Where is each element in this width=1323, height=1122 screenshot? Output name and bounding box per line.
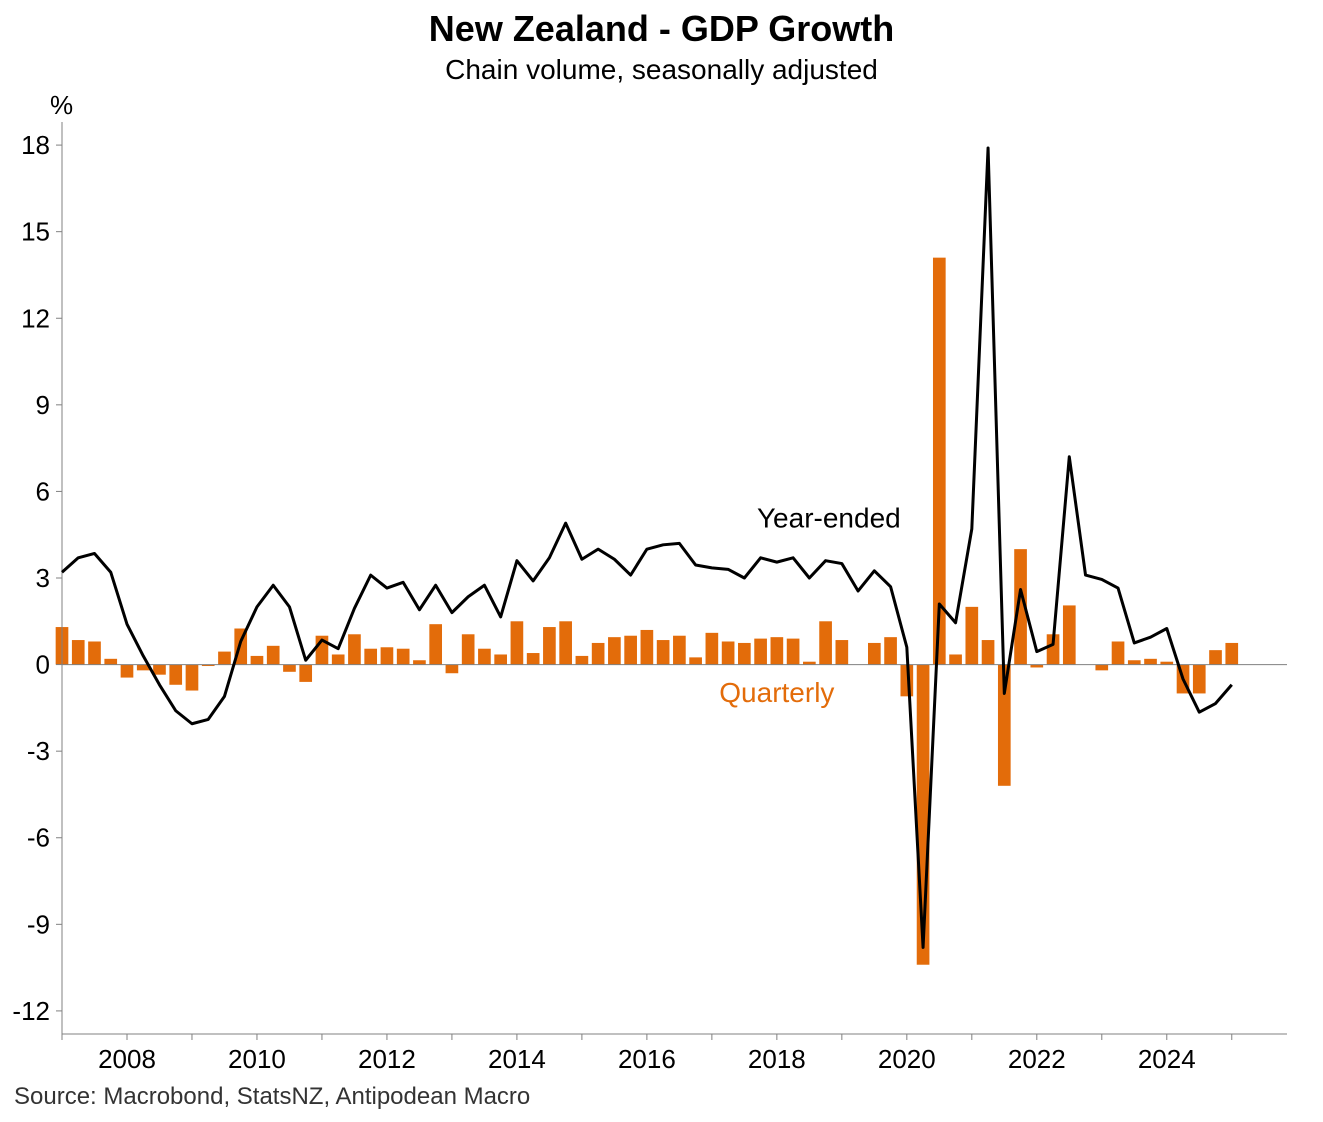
quarterly-bar bbox=[884, 637, 897, 665]
quarterly-bar bbox=[738, 642, 751, 665]
quarterly-label: Quarterly bbox=[719, 677, 834, 708]
x-tick-label: 2020 bbox=[878, 1044, 936, 1074]
year-ended-label: Year-ended bbox=[757, 502, 901, 533]
quarterly-bar bbox=[250, 655, 264, 665]
quarterly-bar bbox=[71, 640, 85, 665]
quarterly-bar bbox=[1014, 549, 1027, 665]
quarterly-bar bbox=[835, 640, 849, 665]
quarterly-bar bbox=[981, 640, 995, 665]
quarterly-bar bbox=[543, 627, 556, 665]
quarterly-bar bbox=[185, 664, 199, 691]
quarterly-bar bbox=[218, 651, 231, 665]
chart-title: New Zealand - GDP Growth bbox=[428, 8, 895, 49]
quarterly-bar bbox=[640, 629, 654, 665]
quarterly-bar bbox=[1209, 650, 1222, 665]
quarterly-bar bbox=[413, 660, 426, 665]
quarterly-bar bbox=[1030, 664, 1044, 668]
quarterly-bar bbox=[1225, 642, 1239, 665]
y-tick-label: 0 bbox=[36, 650, 50, 680]
quarterly-bar bbox=[88, 641, 101, 665]
quarterly-bars bbox=[55, 257, 1239, 965]
y-tick-label: 12 bbox=[21, 303, 50, 333]
quarterly-bar bbox=[819, 621, 832, 665]
quarterly-bar bbox=[169, 664, 183, 685]
quarterly-bar bbox=[380, 647, 394, 665]
quarterly-bar bbox=[201, 664, 215, 667]
quarterly-bar bbox=[429, 624, 443, 665]
quarterly-bar bbox=[266, 645, 280, 665]
quarterly-bar bbox=[153, 664, 166, 675]
quarterly-bar bbox=[461, 634, 475, 665]
source-note: Source: Macrobond, StatsNZ, Antipodean M… bbox=[14, 1083, 531, 1110]
quarterly-bar bbox=[1127, 660, 1141, 665]
quarterly-bar bbox=[705, 632, 719, 665]
y-tick-label: 15 bbox=[21, 217, 50, 247]
quarterly-bar bbox=[283, 664, 296, 672]
y-tick-label: -6 bbox=[27, 823, 50, 853]
quarterly-bar bbox=[559, 621, 572, 665]
quarterly-bar bbox=[494, 654, 507, 665]
x-tick-label: 2022 bbox=[1008, 1044, 1066, 1074]
quarterly-bar bbox=[721, 641, 735, 665]
quarterly-bar bbox=[608, 637, 621, 665]
x-tick-label: 2012 bbox=[358, 1044, 416, 1074]
quarterly-bar bbox=[526, 653, 540, 665]
quarterly-bar bbox=[331, 654, 345, 665]
quarterly-bar bbox=[1095, 664, 1109, 671]
quarterly-bar bbox=[510, 621, 524, 665]
quarterly-bar bbox=[1144, 658, 1157, 665]
quarterly-bar bbox=[997, 664, 1011, 786]
quarterly-bar bbox=[104, 658, 118, 665]
quarterly-bar bbox=[624, 635, 637, 665]
chart-subtitle: Chain volume, seasonally adjusted bbox=[445, 54, 878, 85]
x-tick-label: 2016 bbox=[618, 1044, 676, 1074]
quarterly-bar bbox=[932, 257, 946, 665]
year-ended-line-layer bbox=[61, 146, 1233, 949]
quarterly-bar bbox=[965, 606, 979, 665]
quarterly-bar bbox=[949, 654, 962, 665]
quarterly-bar bbox=[299, 664, 313, 682]
x-tick-label: 2008 bbox=[98, 1044, 156, 1074]
y-tick-label: 9 bbox=[36, 390, 50, 420]
quarterly-bar bbox=[1046, 634, 1060, 665]
axes: 18 15 12 9 6 3 0 -3 -6 -9 -12 2008 2010 2012 2014 2016 2… bbox=[12, 122, 1287, 1074]
quarterly-bar bbox=[689, 657, 702, 665]
quarterly-bar bbox=[1111, 641, 1125, 665]
quarterly-bar bbox=[396, 648, 410, 665]
quarterly-bar bbox=[120, 664, 134, 678]
x-tick-label: 2024 bbox=[1138, 1044, 1196, 1074]
x-tick-label: 2010 bbox=[228, 1044, 286, 1074]
y-tick-label: 18 bbox=[21, 130, 50, 160]
quarterly-bar bbox=[868, 642, 881, 665]
quarterly-bar bbox=[348, 634, 361, 665]
quarterly-bar bbox=[478, 648, 491, 665]
y-tick-label: 3 bbox=[36, 563, 50, 593]
x-tick-label: 2018 bbox=[748, 1044, 806, 1074]
x-tick-label: 2014 bbox=[488, 1044, 546, 1074]
y-tick-label: 6 bbox=[36, 476, 50, 506]
quarterly-bar bbox=[673, 635, 686, 665]
y-tick-label: -12 bbox=[12, 996, 50, 1026]
quarterly-bar bbox=[1062, 605, 1076, 665]
y-tick-label: -3 bbox=[27, 736, 50, 766]
year-ended-line bbox=[61, 146, 1233, 949]
y-tick-label: -9 bbox=[27, 909, 50, 939]
quarterly-bar bbox=[445, 664, 459, 674]
quarterly-bar bbox=[575, 655, 589, 665]
quarterly-bar bbox=[1192, 664, 1206, 694]
quarterly-bar bbox=[364, 648, 378, 665]
quarterly-bar bbox=[754, 638, 767, 665]
quarterly-bar bbox=[136, 664, 150, 671]
y-axis-unit-label: % bbox=[50, 90, 74, 120]
series-labels: Year-ended Quarterly bbox=[719, 502, 900, 708]
quarterly-bar bbox=[786, 638, 800, 665]
quarterly-bar bbox=[770, 637, 784, 665]
quarterly-bar bbox=[591, 642, 605, 665]
quarterly-bar bbox=[803, 661, 816, 665]
quarterly-bar bbox=[1160, 661, 1174, 665]
quarterly-bar bbox=[656, 640, 670, 665]
